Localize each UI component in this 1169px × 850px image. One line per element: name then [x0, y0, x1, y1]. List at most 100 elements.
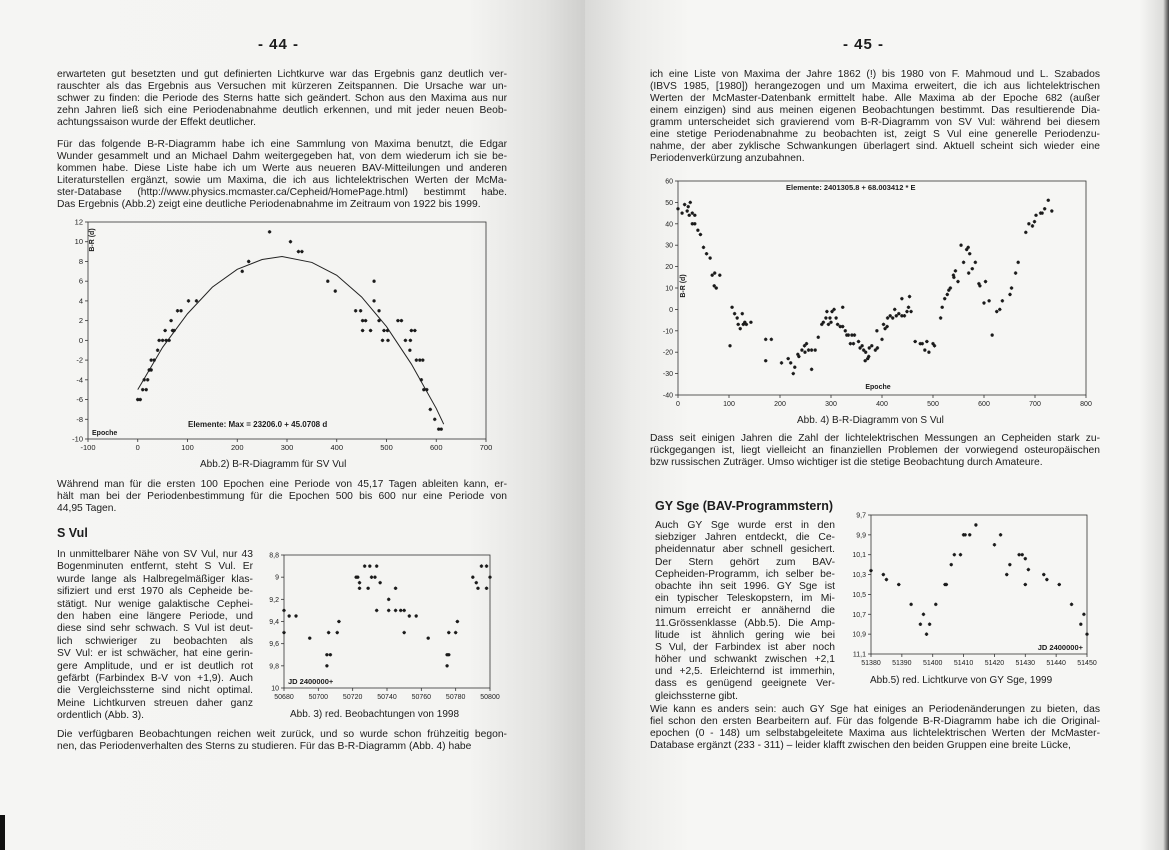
y-tick-label: 20 — [665, 264, 673, 271]
data-point — [287, 614, 291, 618]
text-line: nen, das Periodenverhalten des Sterns zu… — [57, 741, 472, 752]
text-line: höher und schwankt zwischen +2,1 — [655, 654, 835, 666]
text-line: 11.Grössenklasse (Abb.5). Die Amp- — [655, 617, 835, 629]
data-point — [685, 209, 689, 213]
data-point — [378, 580, 382, 585]
data-point — [1009, 286, 1014, 290]
data-point — [1023, 556, 1028, 561]
data-point — [869, 568, 873, 573]
text-line: Wie kann es anders sein: auch GY Sge hat… — [650, 704, 1100, 715]
paragraph: Für das folgende B-R-Diagramm habe ich e… — [57, 139, 507, 211]
data-point — [806, 348, 811, 352]
data-point — [974, 523, 978, 527]
data-point — [474, 580, 479, 585]
data-point — [155, 348, 160, 353]
data-point — [398, 608, 403, 613]
text-line: siebziger Jahren entdeckt, die Ce- — [655, 532, 835, 544]
figure-caption-4: Abb. 4) B-R-Diagramm von S Vul — [797, 415, 944, 426]
data-point — [676, 207, 680, 211]
x-tick-label: 51420 — [985, 660, 1005, 667]
plot-frame — [87, 221, 487, 440]
text-line: Database ergänzt (233 - 311) – leider kl… — [650, 740, 1071, 751]
chart-annotation: Elemente: Max = 23206.0 + 45.0708 d — [188, 420, 327, 429]
data-point — [894, 314, 899, 318]
data-point — [840, 324, 845, 329]
data-point — [377, 308, 381, 313]
right-page — [585, 0, 1169, 850]
data-point — [909, 602, 913, 607]
text-line: gefärbt (Farbindex B-V von +1,9). Auch — [57, 672, 253, 684]
data-point — [830, 309, 834, 314]
scan-edge-mark — [0, 815, 5, 850]
data-point — [149, 368, 153, 372]
data-point — [918, 622, 923, 627]
data-point — [386, 597, 391, 602]
data-point — [140, 387, 145, 392]
data-point — [680, 211, 684, 215]
data-point — [925, 339, 929, 344]
data-point — [992, 542, 997, 547]
text-line: gere Amplitude, und er ist deutlich rot — [57, 660, 253, 672]
y-tick-label: 10,5 — [852, 592, 866, 599]
data-point — [732, 311, 737, 316]
data-point — [690, 211, 695, 215]
data-point — [816, 335, 821, 340]
page-number-left: - 44 - — [258, 36, 300, 53]
data-point — [1079, 622, 1083, 627]
data-point — [693, 213, 697, 218]
text-line: pheidennatur aber schnell gesichert. — [655, 544, 835, 556]
text-line: epochen (0 - 148) um selbstabgeleitete M… — [650, 728, 1100, 739]
y-tick-label: 50 — [665, 200, 673, 207]
data-point — [821, 320, 826, 325]
data-point — [835, 322, 840, 327]
data-point — [744, 322, 749, 327]
data-point — [686, 204, 690, 209]
data-point — [453, 630, 458, 635]
data-point — [718, 273, 722, 277]
data-point — [402, 608, 406, 613]
text-line: Während man für die ersten 100 Epochen e… — [57, 479, 507, 490]
section-heading-gy-sge: GY Sge (BAV-Programmstern) — [655, 499, 834, 513]
y-tick-label: 8,8 — [269, 553, 279, 560]
text-line: lich schwieriger zu beobachten als — [57, 635, 253, 647]
data-point — [373, 575, 377, 579]
x-tick-label: 51390 — [892, 660, 912, 667]
data-point — [896, 582, 901, 587]
data-point — [325, 664, 329, 668]
data-point — [152, 358, 156, 362]
data-point — [1020, 552, 1024, 557]
data-point — [730, 305, 734, 310]
text-line: schwer zu finden: die Periode des Sterns… — [57, 93, 507, 104]
data-point — [927, 350, 931, 354]
data-point — [959, 243, 963, 247]
data-point — [424, 387, 429, 392]
data-point — [439, 427, 444, 431]
figure-caption-5: Abb.5) red. Lichtkurve von GY Sge, 1999 — [870, 675, 1053, 686]
text-line: eine stetige Periodenabnahme zu beobacht… — [650, 129, 1100, 140]
data-point — [947, 288, 951, 292]
data-point — [966, 271, 971, 275]
data-point — [983, 279, 988, 284]
data-point — [710, 273, 714, 277]
x-tick-label: 51440 — [1046, 660, 1066, 667]
data-point — [967, 533, 972, 537]
y-tick-label: 9,2 — [269, 597, 279, 604]
data-point — [712, 284, 717, 288]
x-tick-label: 800 — [1080, 401, 1092, 408]
x-tick-label: 51430 — [1016, 660, 1036, 667]
data-point — [1032, 219, 1037, 224]
data-point — [902, 314, 907, 318]
text-line: Cepheiden-Programm, ich selber be- — [655, 568, 835, 580]
data-point — [337, 619, 341, 624]
y-tick-label: -4 — [76, 375, 83, 384]
data-point — [813, 348, 817, 352]
data-point — [951, 273, 956, 277]
data-point — [358, 308, 363, 313]
data-point — [363, 318, 368, 323]
data-point — [386, 338, 390, 343]
data-point — [163, 328, 167, 333]
data-point — [1016, 260, 1020, 265]
data-point — [913, 339, 917, 344]
data-point — [897, 311, 901, 316]
